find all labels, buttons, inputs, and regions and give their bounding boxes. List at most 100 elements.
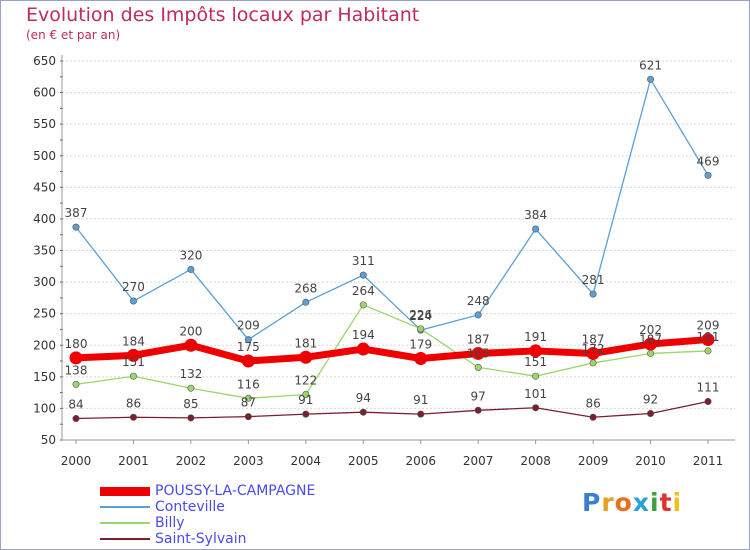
data-label: 187: [582, 332, 605, 346]
data-label: 111: [697, 380, 720, 394]
data-point: [417, 410, 425, 418]
line-chart: 50 100 150 200 250 300 350 400 450 500 550 600 650 20…: [33, 54, 735, 468]
data-point: [359, 408, 367, 416]
legend-label: Billy: [155, 515, 185, 531]
data-point: [241, 354, 255, 368]
x-tick-label: 2005: [348, 454, 379, 468]
data-label: 202: [639, 323, 662, 337]
data-label: 181: [294, 336, 317, 350]
data-point: [647, 349, 655, 357]
data-point: [529, 344, 543, 358]
data-label: 132: [179, 367, 202, 381]
data-point: [126, 348, 140, 362]
x-tick-label: 2007: [463, 454, 494, 468]
series-lines: [69, 75, 715, 423]
legend-item: Saint-Sylvain: [100, 531, 400, 547]
data-label: 209: [697, 319, 720, 333]
data-label: 172: [582, 342, 605, 356]
data-point: [356, 342, 370, 356]
logo-letter: t: [659, 488, 673, 517]
data-point: [704, 397, 712, 405]
data-point: [184, 338, 198, 352]
data-point: [647, 409, 655, 417]
y-tick-label: 200: [33, 338, 56, 352]
data-label: 151: [122, 355, 145, 369]
data-label: 268: [294, 281, 317, 295]
y-tick-label: 150: [33, 370, 56, 384]
legend-swatch: [100, 522, 150, 524]
data-label: 92: [643, 392, 658, 406]
data-label: 187: [467, 332, 490, 346]
data-label: 281: [582, 273, 605, 287]
data-label: 138: [65, 363, 88, 377]
data-point: [187, 265, 195, 273]
data-point: [474, 363, 482, 371]
axes: 50 100 150 200 250 300 350 400 450 500 550 600 650 20…: [33, 54, 735, 468]
y-tick-label: 650: [33, 54, 56, 68]
logo-letter: i: [650, 488, 660, 517]
data-label: 469: [697, 154, 720, 168]
legend-swatch: [100, 486, 150, 496]
logo-letter: i: [672, 488, 683, 517]
data-point: [589, 290, 597, 298]
data-point: [417, 325, 425, 333]
data-point: [644, 337, 658, 351]
proxiti-logo: Proxiti: [582, 488, 682, 517]
data-label: 384: [524, 208, 547, 222]
legend-item: Conteville: [100, 499, 400, 515]
data-point: [474, 406, 482, 414]
data-point: [72, 223, 80, 231]
data-label: 270: [122, 280, 145, 294]
data-point: [359, 271, 367, 279]
data-point: [299, 350, 313, 364]
data-label: 86: [585, 396, 600, 410]
data-point: [302, 410, 310, 418]
data-point: [704, 347, 712, 355]
legend: POUSSY-LA-CAMPAGNE Conteville Billy Saint-S…: [100, 483, 400, 547]
y-tick-label: 450: [33, 180, 56, 194]
data-label: 179: [409, 338, 432, 352]
data-point: [302, 391, 310, 399]
data-point: [532, 372, 540, 380]
data-label: 87: [241, 396, 256, 410]
data-label: 194: [352, 328, 375, 342]
data-point: [187, 414, 195, 422]
legend-item: Billy: [100, 515, 400, 531]
data-point: [589, 359, 597, 367]
series-line-saint-sylvain: [75, 400, 709, 420]
data-point: [471, 346, 485, 360]
data-label: 248: [467, 294, 490, 308]
y-tick-label: 50: [41, 433, 56, 447]
legend-swatch: [100, 506, 150, 508]
data-point: [586, 346, 600, 360]
data-label: 311: [352, 254, 375, 268]
logo-letter: o: [614, 488, 633, 517]
y-tick-label: 350: [33, 244, 56, 258]
data-point: [129, 413, 137, 421]
y-tick-label: 400: [33, 212, 56, 226]
series-line-billy: [75, 304, 709, 399]
data-point: [302, 298, 310, 306]
data-label: 84: [68, 398, 83, 412]
data-label: 91: [298, 393, 313, 407]
data-label: 116: [237, 377, 260, 391]
data-label: 621: [639, 58, 662, 72]
logo-letter: P: [582, 488, 602, 517]
x-tick-label: 2001: [118, 454, 149, 468]
data-label: 86: [126, 396, 141, 410]
data-label: 85: [183, 397, 198, 411]
legend-label: Saint-Sylvain: [155, 531, 247, 547]
data-label: 165: [467, 346, 490, 360]
data-label: 91: [413, 393, 428, 407]
data-point: [72, 415, 80, 423]
data-label: 320: [179, 248, 202, 262]
data-label: 200: [179, 324, 202, 338]
series-line-poussy-la-campagne: [72, 336, 712, 365]
x-tick-label: 2008: [520, 454, 551, 468]
x-tick-label: 2003: [233, 454, 264, 468]
data-label: 184: [122, 334, 145, 348]
data-point: [647, 75, 655, 83]
legend-label: POUSSY-LA-CAMPAGNE: [155, 483, 316, 499]
